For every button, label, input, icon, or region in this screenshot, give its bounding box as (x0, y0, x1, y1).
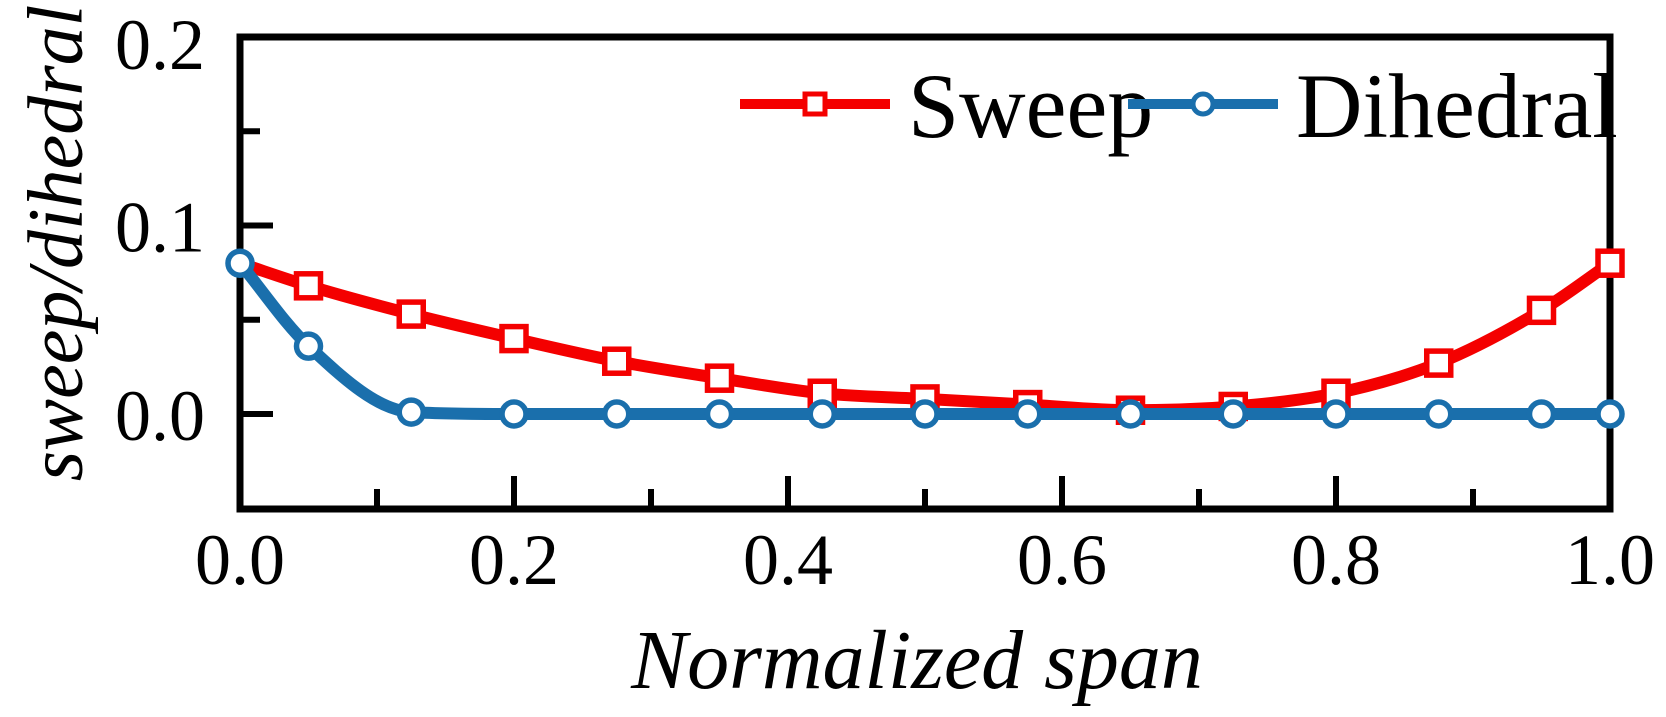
sweep-marker (602, 346, 632, 376)
sweep-marker (396, 299, 426, 329)
sweep-marker (1595, 248, 1625, 278)
dihedral-marker (602, 399, 632, 429)
y-tick-labels: 0.0 0.1 0.2 (115, 5, 205, 456)
dihedral-marker (499, 399, 529, 429)
y-tick-label: 0.1 (115, 188, 205, 268)
sweep-marker (499, 323, 529, 354)
dihedral-marker (1424, 399, 1454, 429)
legend-dihedral-marker (1190, 91, 1216, 117)
dihedral-marker (1321, 399, 1351, 429)
dihedral-marker (225, 248, 255, 278)
legend-item-dihedral: Dihedral (1128, 55, 1618, 157)
legend-sweep-marker (802, 91, 828, 117)
sweep-marker (1526, 295, 1557, 326)
dihedral-marker (1218, 399, 1248, 429)
sweep-marker (293, 271, 324, 301)
dihedral-marker (910, 399, 940, 429)
dihedral-marker (1595, 399, 1625, 429)
x-tick-label: 0.4 (743, 520, 833, 600)
dihedral-marker (807, 399, 837, 429)
dihedral-marker (1526, 399, 1557, 429)
dihedral-marker (396, 397, 426, 427)
dihedral-marker (1115, 399, 1146, 429)
x-tick-label: 1.0 (1565, 520, 1655, 600)
x-axis (237, 476, 1613, 506)
legend-dihedral-label: Dihedral (1296, 55, 1618, 157)
series-sweep (238, 248, 1625, 425)
sweep-marker (704, 363, 735, 393)
dihedral-marker (704, 399, 735, 429)
y-axis (243, 34, 273, 417)
legend-sweep-label: Sweep (908, 55, 1153, 157)
x-tick-label: 0.6 (1017, 520, 1107, 600)
legend: Sweep Dihedral (740, 55, 1618, 157)
x-axis-title: Normalized span (630, 614, 1203, 707)
x-tick-label: 0.0 (195, 520, 285, 600)
sweep-marker (1424, 348, 1454, 378)
y-tick-label: 0.2 (115, 5, 205, 85)
x-tick-labels: 0.0 0.2 0.4 0.6 0.8 1.0 (195, 520, 1655, 600)
x-tick-label: 0.2 (469, 520, 559, 600)
x-tick-label: 0.8 (1291, 520, 1381, 600)
series-dihedral (225, 248, 1625, 429)
dihedral-marker (293, 331, 324, 361)
y-axis-title: sweep/dihedral (12, 5, 99, 482)
legend-item-sweep: Sweep (740, 55, 1153, 157)
y-tick-label: 0.0 (115, 376, 205, 456)
dihedral-marker (1013, 399, 1043, 429)
